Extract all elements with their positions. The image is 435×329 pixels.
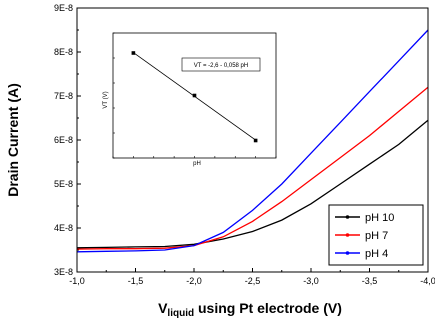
y-tick-label: 9E-8: [54, 3, 73, 13]
legend-label-0: pH 10: [365, 212, 394, 224]
x-tick-label: -3,0: [303, 276, 319, 286]
x-axis-title-rest: using Pt electrode (V): [194, 300, 342, 316]
y-tick-label: 6E-8: [54, 135, 73, 145]
x-axis-title-main: V: [158, 300, 168, 316]
main-series-group: [76, 29, 429, 253]
legend-marker-0: [345, 215, 350, 219]
x-tick-label: -4,0: [420, 276, 435, 286]
y-tick-label: 8E-8: [54, 47, 73, 57]
x-axis-title: Vliquid using Pt electrode (V): [158, 300, 342, 319]
y-tick-label: 3E-8: [54, 267, 73, 277]
series-line-1: [76, 86, 429, 250]
series-line-2: [76, 29, 429, 253]
legend-marker-2: [345, 251, 350, 255]
inset-point-1: [192, 93, 197, 98]
inset-ylabel: VT (V): [103, 91, 109, 108]
x-tick-label: -1,0: [69, 276, 85, 286]
x-tick-label: -2,5: [245, 276, 261, 286]
inset-annotation: VT = -2,6 - 0,058 pH: [194, 63, 248, 69]
y-tick-label: 5E-8: [54, 179, 73, 189]
inset-chart: VT = -2,6 - 0,058 pH pH VT (V): [103, 32, 277, 167]
legend-items: pH 10 pH 7 pH 4: [335, 212, 394, 260]
y-tick-label: 7E-8: [54, 91, 73, 101]
legend-label-1: pH 7: [365, 230, 388, 242]
inset-annotation-box: [181, 57, 261, 72]
x-tick-label: -2,0: [186, 276, 202, 286]
plot-frame: [76, 7, 429, 273]
legend-label-2: pH 4: [365, 248, 388, 260]
legend-marker-1: [345, 233, 350, 237]
x-tick-label: -3,5: [362, 276, 378, 286]
legend: pH 10 pH 7 pH 4: [328, 204, 424, 266]
inset-xlabel: pH: [193, 161, 201, 167]
inset-point-0: [131, 51, 136, 55]
main-ticks: -1,0 -1,5 -2,0 -2,5 -3,0 -3,5 -4,0 3E-8 4E-8 5E-8…: [54, 3, 435, 286]
x-tick-label: -1,5: [128, 276, 144, 286]
series-line-0: [76, 119, 429, 249]
y-axis-title: Drain Current (A): [5, 83, 21, 197]
inset-content: [112, 32, 277, 159]
x-axis-title-sub: liquid: [167, 308, 194, 319]
inset-point-2: [253, 138, 258, 143]
y-tick-label: 4E-8: [54, 223, 73, 233]
